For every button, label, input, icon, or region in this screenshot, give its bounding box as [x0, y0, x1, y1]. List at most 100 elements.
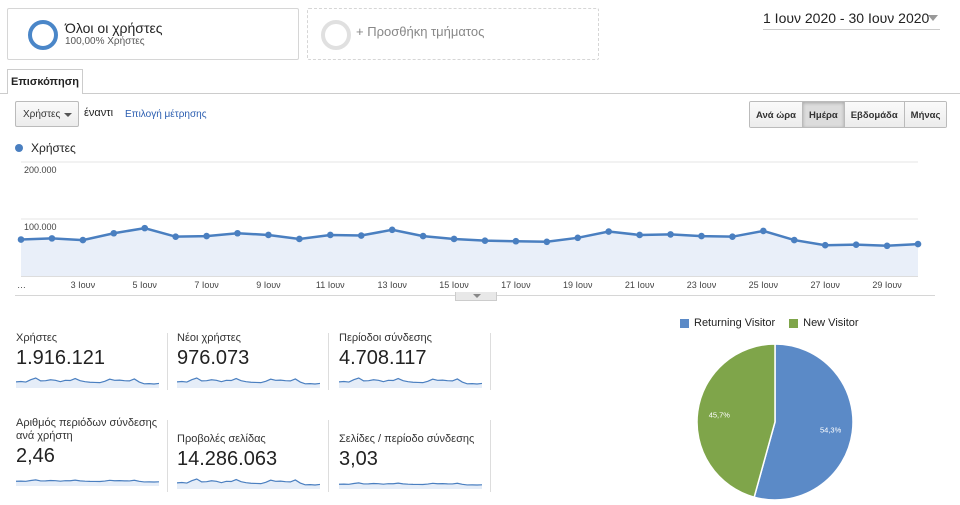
- scorecard-value: 2,46: [16, 445, 55, 467]
- x-tick-label: 27 Ιουν: [810, 280, 840, 290]
- data-point: [729, 233, 736, 240]
- data-point: [760, 227, 767, 235]
- scorecard[interactable]: Χρήστες 1.916.121: [16, 332, 166, 388]
- scorecard-value: 3,03: [339, 448, 378, 470]
- data-point: [667, 231, 674, 238]
- card-divider: [490, 420, 491, 492]
- scorecard[interactable]: Νέοι χρήστες 976.073: [177, 332, 327, 388]
- chevron-down-icon: [928, 15, 938, 21]
- data-point: [914, 240, 922, 248]
- scorecard[interactable]: Προβολές σελίδας 14.286.063: [177, 433, 327, 489]
- date-range-picker[interactable]: 1 Ιουν 2020 - 30 Ιουν 2020: [763, 8, 940, 30]
- scorecard-label: Περίοδοι σύνδεσης: [339, 332, 432, 344]
- pie-slice: [696, 343, 776, 499]
- scorecard-value: 1.916.121: [16, 347, 105, 369]
- scorecard-value: 976.073: [177, 347, 250, 369]
- scorecard[interactable]: Περίοδοι σύνδεσης 4.708.117: [339, 332, 489, 388]
- card-divider: [167, 420, 168, 492]
- data-point: [234, 229, 241, 237]
- date-range-text: 1 Ιουν 2020 - 30 Ιουν 2020: [763, 10, 930, 26]
- hourly-button[interactable]: Ανά ώρα: [750, 102, 804, 127]
- data-point: [172, 233, 179, 240]
- x-tick-label: …: [17, 280, 26, 290]
- data-point: [512, 237, 520, 245]
- pie-slice: [753, 343, 854, 501]
- segment-title: Όλοι οι χρήστες: [65, 20, 163, 36]
- card-divider: [167, 333, 168, 390]
- scorecard-label: Νέοι χρήστες: [177, 332, 241, 344]
- empty-segment-circle-icon: [321, 20, 351, 50]
- add-segment-button[interactable]: + Προσθήκη τμήματος: [307, 8, 599, 60]
- scorecard-sparkline: [339, 377, 482, 388]
- data-point: [17, 236, 25, 243]
- segment-all-users[interactable]: Όλοι οι χρήστες 100,00% Χρήστες: [7, 8, 299, 60]
- scorecard-label: Αριθμός περιόδων σύνδεσης ανά χρήστη: [16, 417, 158, 442]
- scorecard-sparkline: [177, 478, 320, 489]
- tab-overview[interactable]: Επισκόπηση: [7, 69, 83, 94]
- choose-metric-link[interactable]: Επιλογή μέτρησης: [125, 109, 207, 120]
- scorecard-value: 14.286.063: [177, 448, 278, 470]
- pie-legend-label: Returning Visitor: [694, 317, 776, 329]
- data-point: [852, 241, 860, 248]
- data-point: [265, 231, 272, 239]
- x-tick-label: 23 Ιουν: [687, 280, 717, 290]
- scorecard-label: Χρήστες: [16, 332, 58, 344]
- scorecard-label: Σελίδες / περίοδο σύνδεσης: [339, 433, 475, 445]
- month-button[interactable]: Μήνας: [904, 102, 947, 127]
- data-point: [605, 228, 612, 235]
- chevron-down-icon: [64, 113, 72, 117]
- x-tick-label: 17 Ιουν: [501, 280, 531, 290]
- data-point: [110, 229, 118, 237]
- metric-select-value: Χρήστες: [23, 109, 61, 120]
- chart-collapse-handle[interactable]: [455, 292, 497, 301]
- x-tick-label: 25 Ιουν: [749, 280, 779, 290]
- legend-swatch-icon: [789, 318, 799, 328]
- metric-select[interactable]: Χρήστες: [15, 101, 79, 127]
- data-point: [388, 226, 396, 234]
- data-point: [574, 234, 582, 242]
- data-point: [543, 238, 551, 246]
- data-point: [636, 231, 643, 239]
- x-tick-label: 21 Ιουν: [625, 280, 655, 290]
- scorecard[interactable]: Σελίδες / περίοδο σύνδεσης 3,03: [339, 433, 489, 489]
- x-tick-label: 15 Ιουν: [439, 280, 469, 290]
- add-segment-label: + Προσθήκη τμήματος: [356, 24, 485, 39]
- chevron-down-icon: [473, 294, 481, 298]
- x-tick-label: 11 Ιουν: [316, 280, 345, 290]
- x-tick-label: 13 Ιουν: [377, 280, 407, 290]
- x-tick-label: 5 Ιουν: [133, 280, 158, 290]
- data-point: [79, 236, 87, 244]
- data-point: [357, 232, 365, 239]
- scorecard-sparkline: [339, 482, 482, 489]
- x-tick-label: 29 Ιουν: [872, 280, 902, 290]
- data-point: [821, 241, 829, 249]
- data-point: [327, 231, 334, 239]
- pie-legend: Returning Visitor New Visitor: [680, 317, 859, 329]
- versus-label: έναντι: [84, 107, 114, 119]
- x-tick-label: 7 Ιουν: [194, 280, 219, 290]
- pie-legend-label: New Visitor: [803, 317, 859, 329]
- data-point: [48, 235, 56, 242]
- legend-label: Χρήστες: [31, 141, 76, 155]
- scorecard-sparkline: [177, 377, 320, 388]
- time-granularity-group: Ανά ώρα Ημέρα Εβδομάδα Μήνας: [749, 101, 948, 128]
- pie-legend-item-new: New Visitor: [789, 317, 859, 329]
- scorecard-sparkline: [16, 479, 159, 486]
- scorecard-label: Προβολές σελίδας: [177, 433, 266, 445]
- visitor-type-pie-chart: 54,3% 45,7%: [696, 343, 854, 501]
- week-button[interactable]: Εβδομάδα: [844, 102, 905, 127]
- segment-circle-icon: [28, 20, 58, 50]
- day-button[interactable]: Ημέρα: [803, 102, 845, 127]
- x-tick-label: 3 Ιουν: [71, 280, 96, 290]
- y-tick-label: 100.000: [24, 222, 57, 232]
- data-point: [419, 232, 427, 240]
- data-point: [141, 224, 149, 232]
- scorecard[interactable]: Αριθμός περιόδων σύνδεσης ανά χρήστη 2,46: [16, 417, 166, 486]
- y-tick-label: 200.000: [24, 165, 57, 175]
- data-point: [481, 237, 489, 244]
- x-tick-label: 19 Ιουν: [563, 280, 593, 290]
- series-line: [20, 226, 919, 248]
- data-point: [698, 232, 705, 240]
- segment-subtitle: 100,00% Χρήστες: [65, 36, 145, 47]
- scorecard-value: 4.708.117: [339, 347, 427, 369]
